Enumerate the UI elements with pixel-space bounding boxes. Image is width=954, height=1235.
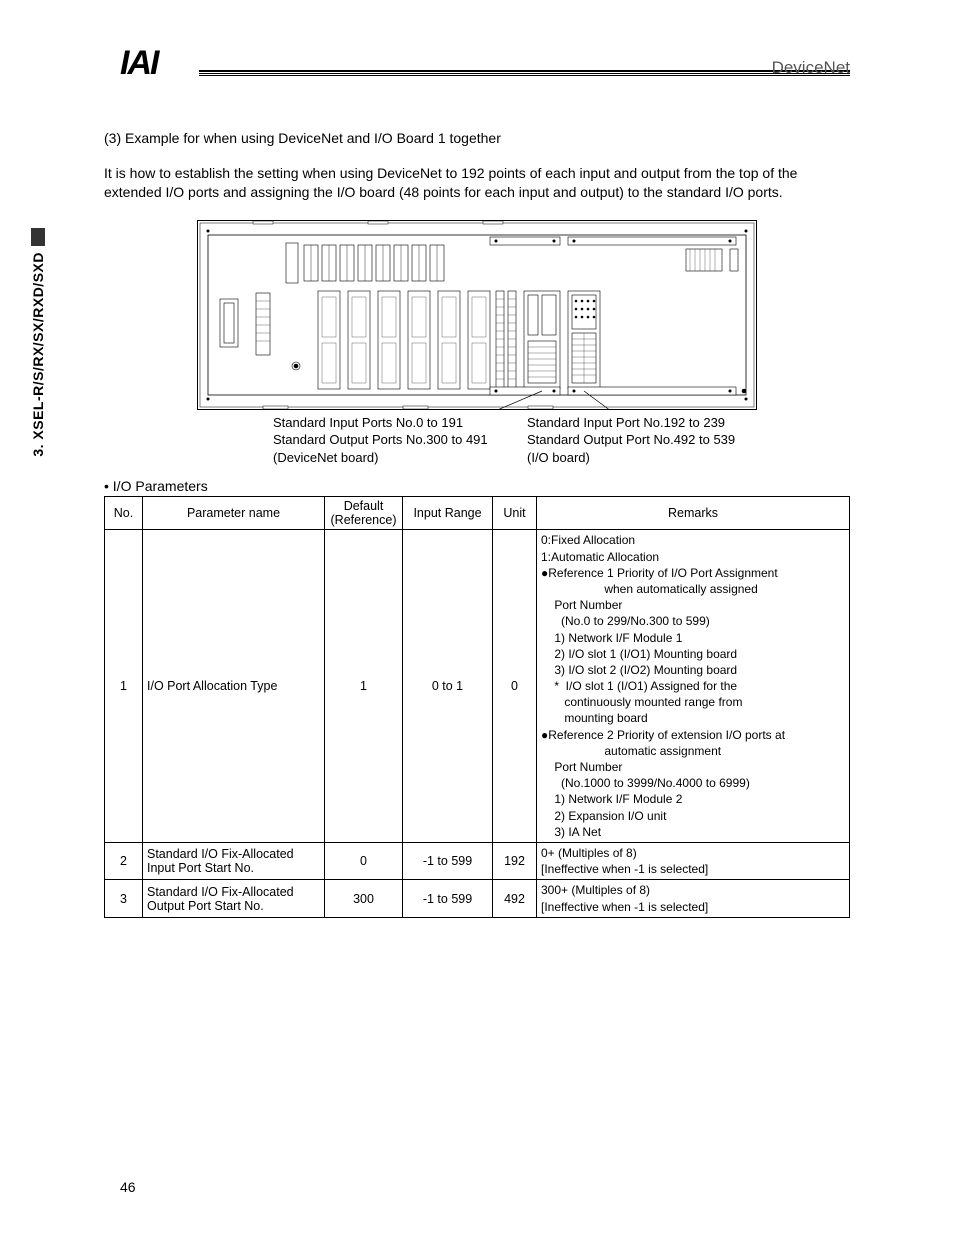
table-row: 1 I/O Port Allocation Type 1 0 to 1 0 0:… [105, 530, 850, 843]
th-no: No. [105, 497, 143, 530]
cell-def: 1 [325, 530, 403, 843]
cell-unit: 192 [493, 842, 537, 879]
th-def: Default (Reference) [325, 497, 403, 530]
th-pname: Parameter name [143, 497, 325, 530]
cell-remarks: 0:Fixed Allocation 1:Automatic Allocatio… [537, 530, 850, 843]
cell-remarks: 300+ (Multiples of 8) [Ineffective when … [537, 880, 850, 917]
io-parameters-table: No. Parameter name Default (Reference) I… [104, 496, 850, 917]
callout-right-line3: (I/O board) [527, 449, 757, 467]
cell-range: -1 to 599 [403, 880, 493, 917]
cell-no: 3 [105, 880, 143, 917]
diagram-svg [198, 221, 756, 409]
cell-no: 2 [105, 842, 143, 879]
table-row: 3 Standard I/O Fix-Allocated Output Port… [105, 880, 850, 917]
th-range: Input Range [403, 497, 493, 530]
page-number: 46 [120, 1179, 136, 1195]
board-diagram [197, 220, 757, 410]
cell-unit: 0 [493, 530, 537, 843]
cell-pname: Standard I/O Fix-Allocated Output Port S… [143, 880, 325, 917]
cell-pname: Standard I/O Fix-Allocated Input Port St… [143, 842, 325, 879]
cell-def: 0 [325, 842, 403, 879]
cell-range: 0 to 1 [403, 530, 493, 843]
cell-def: 300 [325, 880, 403, 917]
callout-right: Standard Input Port No.192 to 239 Standa… [503, 414, 757, 467]
cell-range: -1 to 599 [403, 842, 493, 879]
callout-left-line2: Standard Output Ports No.300 to 491 [273, 431, 503, 449]
page-header: IAI DeviceNet [104, 48, 850, 88]
cell-unit: 492 [493, 880, 537, 917]
side-tab-block [31, 228, 45, 246]
section-title: (3) Example for when using DeviceNet and… [104, 130, 850, 146]
callout-right-line1: Standard Input Port No.192 to 239 [527, 414, 757, 432]
side-tab: 3. XSEL-R/S/RX/SX/RXD/SXD [28, 228, 48, 528]
callout-right-line2: Standard Output Port No.492 to 539 [527, 431, 757, 449]
callout-left-line1: Standard Input Ports No.0 to 191 [273, 414, 503, 432]
callout-left-line3: (DeviceNet board) [273, 449, 503, 467]
cell-pname: I/O Port Allocation Type [143, 530, 325, 843]
header-title: DeviceNet [772, 58, 850, 78]
th-unit: Unit [493, 497, 537, 530]
header-rule-lines [199, 70, 850, 76]
main-content: (3) Example for when using DeviceNet and… [104, 130, 850, 918]
brand-logo: IAI [120, 44, 157, 83]
diagram-container: Standard Input Ports No.0 to 191 Standar… [197, 220, 757, 467]
th-remarks: Remarks [537, 497, 850, 530]
section-paragraph: It is how to establish the setting when … [104, 164, 850, 202]
cell-remarks: 0+ (Multiples of 8) [Ineffective when -1… [537, 842, 850, 879]
table-header-row: No. Parameter name Default (Reference) I… [105, 497, 850, 530]
table-row: 2 Standard I/O Fix-Allocated Input Port … [105, 842, 850, 879]
callout-left: Standard Input Ports No.0 to 191 Standar… [197, 414, 503, 467]
params-heading: • I/O Parameters [104, 478, 850, 494]
side-tab-label: 3. XSEL-R/S/RX/SX/RXD/SXD [30, 252, 46, 457]
table-body: 1 I/O Port Allocation Type 1 0 to 1 0 0:… [105, 530, 850, 917]
diagram-callouts: Standard Input Ports No.0 to 191 Standar… [197, 414, 757, 467]
cell-no: 1 [105, 530, 143, 843]
